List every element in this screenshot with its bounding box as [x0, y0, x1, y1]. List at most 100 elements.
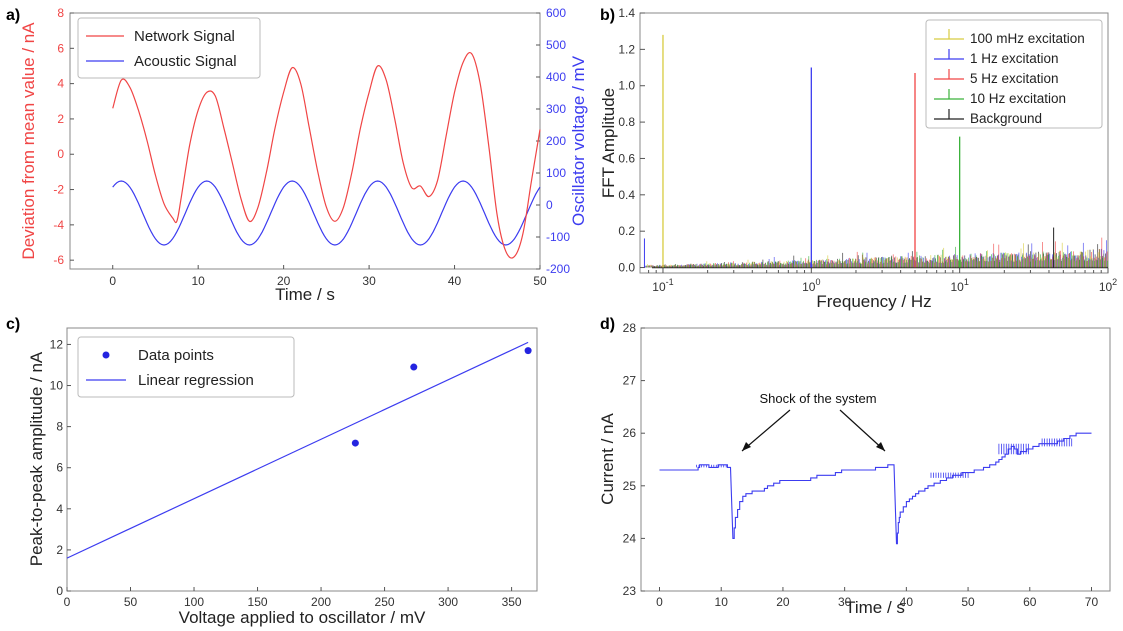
chart-c: 0 50 100 150 200 250 300 350 0 2 4 6 8 10 12 Voltage a… [27, 327, 538, 627]
current-fluctuation-1 [998, 443, 1029, 455]
x-tick-label-a-3: 30 [362, 274, 376, 288]
x-tick-label-d-6: 60 [1023, 595, 1037, 609]
x-axis-label-c: Voltage applied to oscillator / mV [179, 608, 426, 627]
x-tick-label-c-5: 250 [375, 595, 395, 609]
y2-tick-label-a-1: -100 [546, 230, 570, 244]
y-axis-label-d: Current / nA [598, 413, 617, 505]
y2-tick-label-a-7: 500 [546, 38, 566, 52]
y-tick-label-b-1: 0.2 [618, 224, 635, 238]
y-tick-label-a-4: 2 [57, 112, 64, 126]
y-tick-label-b-2: 0.4 [618, 188, 635, 202]
noise-100mhz [644, 242, 1107, 268]
y-tick-label-c-0: 0 [56, 584, 63, 598]
y-tick-label-c-5: 10 [50, 379, 64, 393]
current-fluctuation-3 [930, 472, 969, 478]
y-tick-label-b-3: 0.6 [618, 151, 635, 165]
arrowhead-shock-1 [742, 442, 751, 451]
x-tick-label-d-7: 70 [1085, 595, 1099, 609]
legend-label-regression: Linear regression [138, 372, 254, 389]
x-tick-label-b-1: 100 [802, 277, 820, 294]
x-axis-label-a: Time / s [275, 285, 335, 304]
x-tick-label-a-0: 0 [109, 274, 116, 288]
annotation-arrows [741, 409, 886, 452]
x-tick-label-d-0: 0 [656, 595, 663, 609]
x-tick-label-c-0: 0 [64, 595, 71, 609]
legend-box-a [77, 17, 261, 79]
chart-a: 0 10 20 30 40 50 -6 -4 -2 0 2 4 6 8 -200 -100 0 100 200 300… [19, 6, 588, 304]
y2-tick-label-a-5: 300 [546, 102, 566, 116]
y-tick-label-d-2: 25 [623, 479, 637, 493]
y-tick-label-b-5: 1.0 [618, 79, 635, 93]
y-tick-label-a-0: -6 [53, 253, 64, 267]
arrow-shock-1 [741, 409, 791, 452]
x-tick-label-d-4: 40 [900, 595, 914, 609]
x-tick-label-d-3: 30 [838, 595, 852, 609]
y-tick-label-a-6: 6 [57, 41, 64, 55]
current-fluctuation-0 [696, 464, 727, 468]
legend-label-network: Network Signal [134, 28, 235, 45]
y-tick-label-a-7: 8 [57, 6, 64, 20]
noise-1hz [645, 240, 1107, 268]
x-tick-label-a-4: 40 [448, 274, 462, 288]
y-tick-label-c-4: 8 [56, 420, 63, 434]
y-tick-label-a-5: 4 [57, 77, 64, 91]
legend-box-b [925, 19, 1103, 129]
panel-label-a: a) [6, 7, 20, 24]
y-tick-label-d-1: 24 [623, 531, 637, 545]
y-tick-label-c-2: 4 [56, 502, 63, 516]
y2-tick-label-a-3: 100 [546, 166, 566, 180]
legend-c: Data points Linear regression [77, 336, 295, 398]
y-tick-label-d-5: 28 [623, 321, 637, 335]
y2-tick-label-a-0: -200 [546, 262, 570, 276]
arrowhead-shock-2 [876, 442, 885, 451]
x-tick-label-c-1: 50 [124, 595, 138, 609]
y-tick-label-b-6: 1.2 [618, 42, 635, 56]
y-tick-label-b-7: 1.4 [618, 6, 635, 20]
y2-tick-label-a-2: 0 [546, 198, 553, 212]
noise-5hz [645, 237, 1108, 268]
plot-frame-c [66, 327, 538, 592]
legend-label-data-points: Data points [138, 347, 214, 364]
y-tick-label-c-3: 6 [56, 461, 63, 475]
x-tick-label-b-2: 101 [950, 277, 968, 294]
legend-label-100mhz: 100 mHz excitation [970, 31, 1085, 46]
series-network-signal [112, 52, 541, 259]
y-tick-label-d-4: 27 [623, 374, 637, 388]
series-acoustic-signal [112, 180, 541, 246]
x-tick-label-c-7: 350 [502, 595, 522, 609]
y-tick-label-c-6: 12 [50, 337, 64, 351]
legend-a: Network Signal Acoustic Signal [77, 17, 261, 79]
y-tick-label-a-2: -2 [53, 183, 64, 197]
panel-label-b: b) [600, 7, 615, 24]
legend-label-acoustic: Acoustic Signal [134, 53, 237, 70]
plot-frame-d [640, 327, 1111, 592]
x-tick-label-c-2: 100 [184, 595, 204, 609]
series-current [659, 432, 1092, 545]
arrow-shock-2 [839, 409, 886, 452]
y2-tick-label-a-6: 400 [546, 70, 566, 84]
data-point-0 [351, 439, 359, 447]
panel-label-c: c) [6, 316, 20, 333]
data-point-2 [524, 347, 532, 355]
legend-label-background: Background [970, 111, 1042, 126]
annotation-shock: Shock of the system [759, 391, 876, 406]
current-fluctuation-2 [1041, 438, 1073, 447]
legend-box-c [77, 336, 295, 398]
legend-swatch-data-points [102, 351, 110, 359]
y2-tick-label-a-4: 200 [546, 134, 566, 148]
x-axis-label-b: Frequency / Hz [816, 292, 931, 311]
x-tick-label-d-1: 10 [715, 595, 729, 609]
x-tick-label-c-4: 200 [311, 595, 331, 609]
y-tick-label-d-0: 23 [623, 584, 637, 598]
x-tick-label-a-5: 50 [533, 274, 547, 288]
data-point-1 [410, 363, 418, 371]
x-tick-label-c-3: 150 [248, 595, 268, 609]
chart-d: 0 10 20 30 40 50 60 70 23 24 25 26 27 28 Time / s Cur… [598, 321, 1111, 617]
y-axis-label-c: Peak-to-peak amplitude / nA [27, 351, 46, 566]
legend-b: 100 mHz excitation 1 Hz excitation 5 Hz ex… [925, 19, 1103, 129]
plot-frame-b [639, 12, 1109, 274]
panel-label-d: d) [600, 316, 615, 333]
y-tick-label-a-1: -4 [53, 218, 64, 232]
y-tick-label-b-0: 0.0 [618, 261, 635, 275]
